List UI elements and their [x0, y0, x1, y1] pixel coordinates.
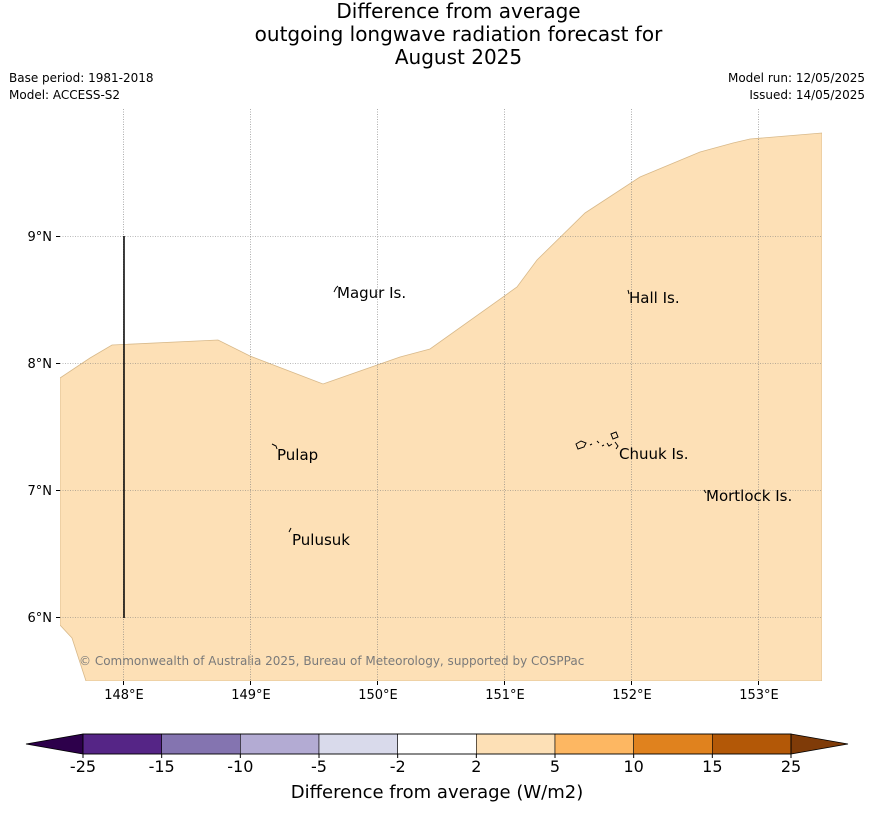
label-mortlock: Mortlock Is.: [706, 487, 792, 505]
meta-left: Base period: 1981-2018 Model: ACCESS-S2: [9, 70, 154, 104]
lat-label-9: 9°N: [28, 230, 53, 245]
colorbar-segment-7: [633, 733, 713, 755]
lon-label-150: 150°E: [358, 688, 398, 703]
gridlines: [60, 109, 822, 681]
colorbar-segment-1: [161, 733, 241, 755]
colorbar-segment-6: [554, 733, 634, 755]
label-hall: Hall Is.: [629, 289, 680, 307]
model-run: Model run: 12/05/2025: [727, 71, 865, 85]
colorbar-tick-label-8: 15: [702, 757, 722, 776]
lat-label-8: 8°N: [28, 357, 53, 372]
lat-label-6: 6°N: [28, 611, 53, 626]
label-pulusuk: Pulusuk: [292, 531, 350, 549]
lon-label-148: 148°E: [104, 688, 144, 703]
colorbar-segment-5: [476, 733, 556, 755]
colorbar-segment-4: [397, 733, 477, 755]
colorbar-tick-label-9: 25: [781, 757, 801, 776]
hall-island-shape: [627, 289, 630, 295]
lon-label-151: 151°E: [485, 688, 525, 703]
base-period: Base period: 1981-2018: [9, 71, 154, 85]
lon-label-149: 149°E: [231, 688, 271, 703]
colorbar-tick-label-4: -2: [390, 757, 406, 776]
anomaly-region: [60, 132, 822, 681]
title-line-1: Difference from average: [336, 0, 581, 23]
label-magur: Magur Is.: [337, 284, 406, 302]
colorbar-tick-label-6: 5: [550, 757, 560, 776]
lon-label-153: 153°E: [739, 688, 779, 703]
label-pulap: Pulap: [277, 446, 318, 464]
model-name: Model: ACCESS-S2: [9, 88, 121, 102]
colorbar-tick-label-1: -15: [149, 757, 175, 776]
pulusuk-island-shape: [288, 527, 292, 533]
copyright-text: © Commonwealth of Australia 2025, Bureau…: [79, 654, 584, 668]
lon-label-152: 152°E: [612, 688, 652, 703]
colorbar-tick-label-0: -25: [70, 757, 96, 776]
colorbar-extend-low: [25, 733, 84, 755]
title-line-3: August 2025: [394, 45, 523, 69]
chart-title: Difference from average outgoing longwav…: [0, 0, 873, 69]
colorbar-tick-label-5: 2: [471, 757, 481, 776]
colorbar-tick-label-3: -5: [311, 757, 327, 776]
meta-right: Model run: 12/05/2025 Issued: 14/05/2025: [728, 70, 865, 104]
colorbar-extend-high: [790, 733, 849, 755]
colorbar-tick-label-7: 10: [623, 757, 643, 776]
title-line-2: outgoing longwave radiation forecast for: [254, 22, 663, 46]
colorbar-tick-label-2: -10: [227, 757, 253, 776]
pulap-island-shape: [271, 443, 278, 450]
colorbar-segment-8: [712, 733, 792, 755]
colorbar-title: Difference from average (W/m2): [291, 782, 583, 803]
colorbar-segment-3: [318, 733, 398, 755]
issued-date: Issued: 14/05/2025: [749, 88, 865, 102]
magur-island-shape: [333, 285, 339, 293]
island-outlines: [271, 285, 707, 533]
colorbar-segment-2: [240, 733, 320, 755]
tick-marks: [56, 236, 759, 685]
mortlock-island-shape: [703, 489, 707, 494]
colorbar-segment-0: [82, 733, 162, 755]
colorbar: -25 -15 -10 -5 -2 2 5 10 15 25 Difference from av…: [25, 733, 849, 803]
label-chuuk: Chuuk Is.: [619, 445, 688, 463]
lat-label-7: 7°N: [28, 484, 53, 499]
chuuk-lagoon-shape: [575, 431, 619, 450]
